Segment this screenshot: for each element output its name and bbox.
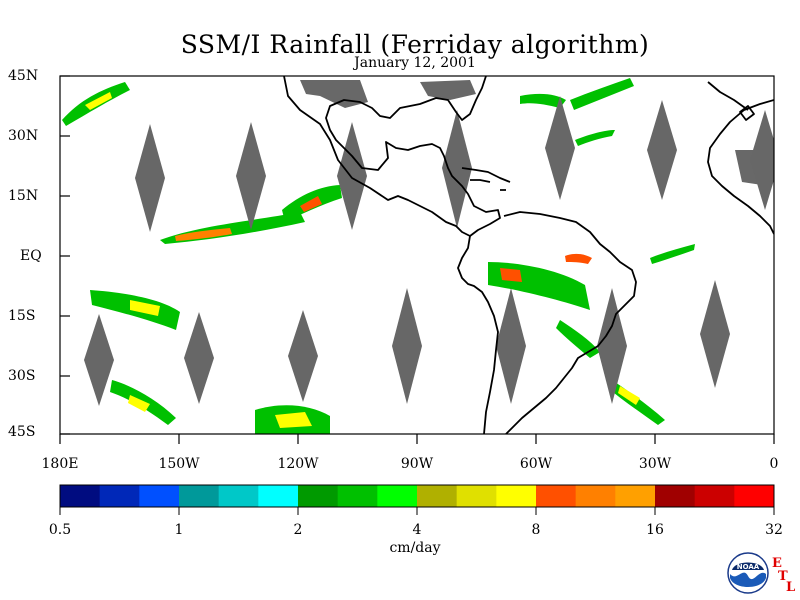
rain-patch [556,320,600,358]
rain-patch [85,92,112,110]
gap-diamond [647,100,677,200]
rain-patch [570,78,634,110]
data-gaps [84,96,774,406]
rain-patch [275,412,312,428]
lon-label-0: 0 [769,456,779,472]
gap-diamond [496,288,526,404]
coastline-africa-europe [707,99,774,235]
map-content [62,76,774,434]
lon-label-180e: 180E [41,456,79,472]
gap-diamond [135,124,165,232]
colorbar-swatch [60,485,101,507]
lon-label-30w: 30W [638,456,672,472]
gap-diamond [700,280,730,388]
gap-diamond [236,122,266,230]
rain-patch [175,228,232,241]
colorbar-swatch [734,485,775,507]
etl-letter-t: T [778,569,788,584]
lat-label-30n: 30N [8,128,39,144]
rain-patch [575,130,615,146]
colorbar-swatch [417,485,458,507]
colorbar-swatch [456,485,497,507]
colorbar-swatch [298,485,339,507]
coastlines [283,76,774,434]
lat-label-30s: 30S [8,368,36,384]
etl-letter-e: E [772,556,782,571]
lat-label-45s: 45S [8,424,36,440]
colorbar-label-32: 32 [765,522,783,538]
colorbar-label-16: 16 [646,522,664,538]
coastline-south-america [457,211,637,434]
rain-patch [565,253,592,264]
gap-diamond [392,288,422,404]
colorbar-swatch [337,485,378,507]
gap-diamond [288,310,318,402]
colorbar-swatch [694,485,735,507]
gap-diamond [545,96,575,200]
lon-label-60w: 60W [519,456,553,472]
lon-label-150w: 150W [158,456,200,472]
rain-patch [130,300,160,316]
noaa-logo: NOAA [727,552,769,594]
rain-patch [300,196,322,212]
colorbar-label-4: 4 [412,522,422,538]
etl-letter-l: L [786,580,796,595]
rain-patch [520,93,566,108]
colorbar-swatch [218,485,259,507]
colorbar-units: cm/day [389,540,441,556]
lon-label-90w: 90W [400,456,434,472]
colorbar-swatch [99,485,140,507]
colorbar-label-8: 8 [531,522,541,538]
coastline-caribbean [461,167,511,191]
colorbar-swatch [179,485,220,507]
colorbar-label-0-5: 0.5 [48,522,72,538]
rain-patch [128,395,150,412]
rain-patch [618,386,640,405]
colorbar-label-2: 2 [293,522,303,538]
colorbar-swatch [655,485,696,507]
colorbar-ticks [59,507,775,515]
colorbar-swatch [139,485,180,507]
colorbar [60,485,775,507]
lat-label-15s: 15S [8,308,36,324]
gap-diamond [442,110,472,228]
lat-label-eq: EQ [20,248,42,264]
gap-diamond [750,110,774,210]
gap-diamond [597,288,627,404]
coastline-north-america [283,76,501,237]
gap-diamond [337,122,367,230]
colorbar-swatch [377,485,418,507]
colorbar-swatch [575,485,616,507]
lon-label-120w: 120W [277,456,319,472]
map-date: January 12, 2001 [354,55,476,71]
coastline-iberia [707,81,755,121]
lat-label-15n: 15N [8,188,39,204]
map-title: SSM/I Rainfall (Ferriday algorithm) [180,30,650,59]
colorbar-label-1: 1 [174,522,184,538]
lat-label-45n: 45N [8,68,39,84]
rain-patch [500,268,522,282]
rain-patch [650,244,695,264]
rainfall-patches [62,78,695,434]
tick-marks [59,75,775,444]
gap-diamond [84,314,114,406]
gap-diamond [184,312,214,404]
land-patch [420,80,476,100]
colorbar-swatch [258,485,299,507]
colorbar-swatch [496,485,537,507]
noaa-logo-text: NOAA [737,563,760,571]
colorbar-swatch [536,485,577,507]
colorbar-swatch [615,485,656,507]
